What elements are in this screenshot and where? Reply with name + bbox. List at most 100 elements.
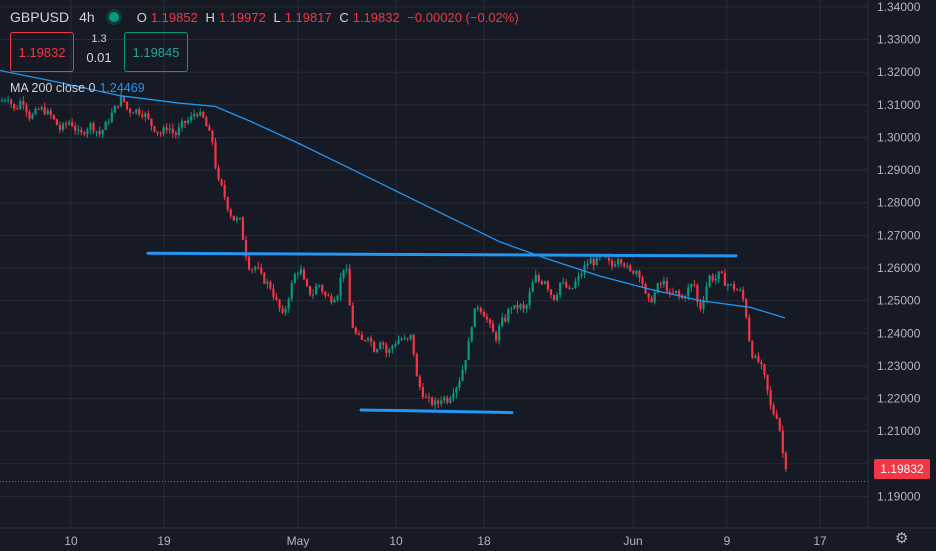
- close-value: 1.19832: [352, 9, 400, 25]
- candle-body: [723, 273, 726, 286]
- candle-body: [485, 316, 489, 320]
- candle-body: [729, 284, 733, 286]
- candle-body: [540, 281, 543, 284]
- candle-body: [687, 287, 690, 297]
- candle-body: [617, 259, 620, 265]
- timeframe-label[interactable]: 4h: [79, 9, 95, 25]
- x-tick-label: 10: [64, 534, 78, 548]
- candle-body: [748, 317, 751, 342]
- candle-body: [589, 258, 592, 264]
- candle-body: [244, 239, 248, 257]
- candle-body: [263, 272, 266, 284]
- candle-body: [251, 269, 254, 271]
- indicator-legend[interactable]: MA 200 close 0 1.24469: [10, 81, 145, 95]
- candle-body: [476, 307, 479, 309]
- candle-body: [571, 287, 574, 289]
- candle-body: [266, 281, 269, 284]
- candle-body: [122, 95, 126, 102]
- x-tick-label: 10: [389, 534, 403, 548]
- candle-body: [345, 268, 348, 270]
- y-tick-label: 1.27000: [877, 228, 921, 242]
- candle-body: [150, 118, 153, 127]
- candle-body: [592, 258, 595, 266]
- candle-body: [190, 116, 193, 121]
- candle-body: [784, 453, 787, 470]
- candle-body: [379, 342, 382, 350]
- candle-body: [217, 167, 220, 180]
- candle-body: [360, 334, 363, 341]
- candle-body: [549, 289, 553, 295]
- candle-body: [565, 282, 568, 288]
- candle-body: [37, 108, 40, 110]
- candle-body: [491, 323, 495, 333]
- y-tick-label: 1.29000: [877, 163, 921, 177]
- candle-body: [315, 285, 318, 295]
- candle-body: [754, 355, 757, 358]
- candle-body: [400, 338, 403, 340]
- candle-body: [501, 317, 504, 327]
- candle-body: [232, 215, 235, 221]
- candle-body: [19, 101, 22, 110]
- close-key: C: [339, 9, 349, 25]
- ma-200-line: [0, 69, 786, 319]
- candle-body: [711, 275, 714, 281]
- candle-body: [632, 270, 635, 274]
- time-axis-labels[interactable]: 10 19 May 10 18 Jun 9 17: [64, 534, 827, 548]
- gear-icon[interactable]: ⚙: [895, 530, 909, 547]
- candle-body: [522, 304, 525, 309]
- candle-body: [406, 338, 409, 340]
- candle-body: [613, 264, 617, 267]
- candle-body: [129, 109, 132, 113]
- drawn-trendlines[interactable]: [146, 251, 738, 415]
- candle-body: [308, 285, 312, 295]
- candle-body: [257, 266, 260, 268]
- candle-body: [449, 398, 452, 403]
- candle-body: [574, 281, 577, 288]
- candle-body: [742, 289, 745, 300]
- candle-body: [159, 133, 162, 135]
- x-tick-label: May: [287, 534, 310, 548]
- y-tick-label: 1.28000: [877, 196, 921, 210]
- price-axis-labels[interactable]: 1.190001.200001.210001.220001.230001.240…: [877, 0, 921, 503]
- candle-body: [330, 296, 333, 303]
- symbol-label[interactable]: GBPUSD: [10, 9, 70, 25]
- candle-body: [327, 295, 330, 297]
- candle-body: [214, 141, 217, 168]
- y-tick-label: 1.34000: [877, 0, 921, 14]
- candle-body: [745, 299, 748, 318]
- candle-body: [693, 284, 696, 286]
- candle-body: [580, 274, 583, 277]
- candle-body: [16, 108, 19, 110]
- candle-body: [147, 113, 150, 119]
- candle-body: [296, 273, 299, 275]
- candle-body: [781, 430, 784, 454]
- vertical-gridlines: [70, 0, 821, 528]
- candle-body: [299, 269, 302, 274]
- x-tick-label: 18: [477, 534, 491, 548]
- candle-body: [223, 185, 226, 198]
- candle-body: [83, 132, 86, 135]
- candle-body: [281, 308, 284, 313]
- candle-body: [135, 109, 138, 113]
- candle-body: [568, 287, 571, 289]
- candle-body: [699, 302, 702, 309]
- candle-body: [58, 125, 62, 130]
- candle-body: [720, 271, 723, 274]
- candle-body: [543, 281, 546, 284]
- candle-body: [208, 126, 211, 131]
- candle-body: [238, 217, 241, 219]
- candle-body: [254, 266, 257, 270]
- candle-body: [397, 339, 400, 345]
- quantity-input[interactable]: 0.01: [86, 50, 112, 65]
- candle-body: [760, 361, 763, 365]
- high-key: H: [205, 9, 215, 25]
- candle-body: [0, 100, 4, 102]
- candle-body: [174, 133, 177, 136]
- buy-button[interactable]: 1.19845: [124, 32, 188, 72]
- candlestick-series: [0, 91, 787, 473]
- candle-body: [671, 292, 675, 294]
- candle-body: [342, 269, 345, 278]
- candle-body: [668, 291, 672, 293]
- sell-button[interactable]: 1.19832: [10, 32, 74, 72]
